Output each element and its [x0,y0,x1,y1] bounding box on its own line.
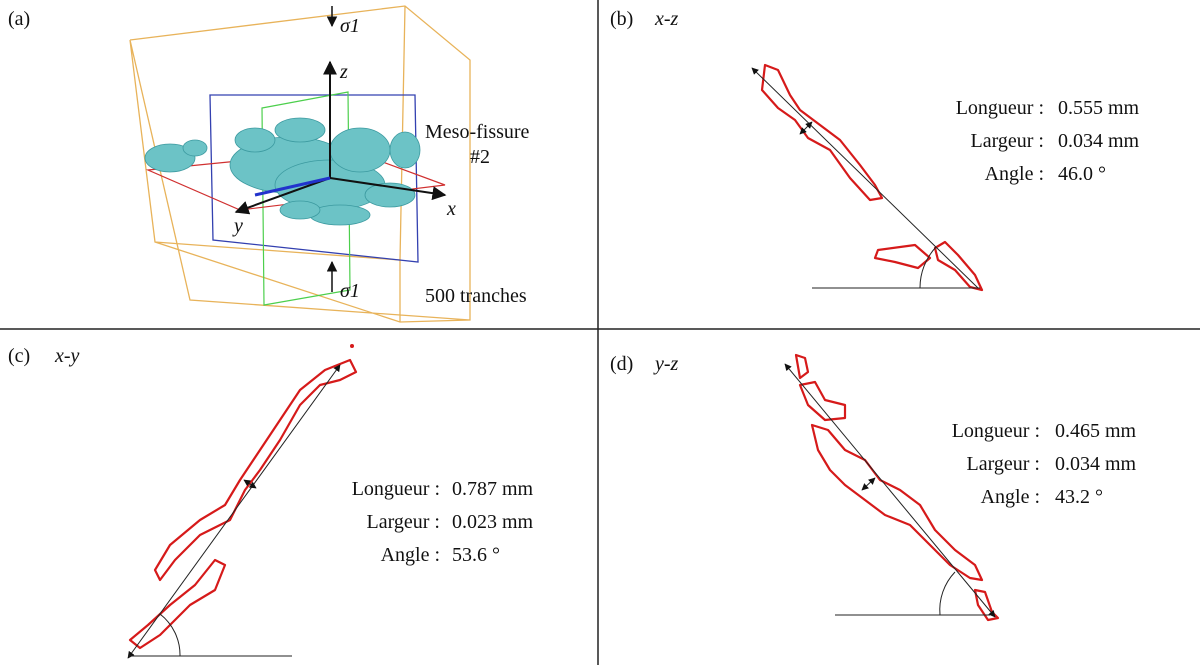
measure-value: 43.2 ° [1055,486,1103,508]
crack-fragment [350,344,354,348]
axis-label: y [232,215,243,237]
stress-label: σ1 [340,280,360,302]
length-line [784,363,996,618]
width-marker [861,477,876,491]
measure-value: 0.034 mm [1055,453,1137,475]
crack-outline [760,63,884,202]
axis-y [234,177,331,215]
plane [209,94,419,263]
plane-label: x-z [654,8,679,30]
measure-label: Angle : [981,486,1040,508]
crack-outline [153,358,358,582]
panel-label: (b) [610,8,633,30]
crack-outline [933,240,984,292]
panel-label: (a) [8,8,30,30]
measure-value: 0.465 mm [1055,420,1137,442]
length-line [751,67,979,289]
measure-label: Longueur : [952,420,1040,442]
angle-arc [939,571,956,616]
plane [261,91,351,306]
measure-label: Largeur : [971,130,1045,152]
measure-label: Angle : [985,163,1044,185]
length-line [127,364,341,659]
panel-a: (a) σ1 σ1 z x y Meso-fissure #2 500 tran… [8,5,530,323]
panel-b: (b) x-z Longueur : 0.555 mm Largeur : 0.… [610,8,1140,292]
measure-value: 46.0 ° [1058,163,1106,185]
width-marker [243,479,257,489]
measure-value: 0.787 mm [452,478,534,500]
crack-outline [873,243,932,270]
panel-d: (d) y-z Longueur : 0.465 mm Largeur : 0.… [610,353,1137,622]
plane-label: x-y [54,345,80,367]
crack-outline [798,380,847,422]
axis-label: z [339,61,348,83]
measure-label: Longueur : [352,478,440,500]
measure-label: Longueur : [956,97,1044,119]
annotation: Meso-fissure [425,121,530,143]
annotation: #2 [470,146,490,168]
panel-label: (c) [8,345,30,367]
width-marker [799,121,813,135]
measure-label: Largeur : [367,511,441,533]
measure-value: 53.6 ° [452,544,500,566]
measure-value: 0.555 mm [1058,97,1140,119]
measure-label: Angle : [381,544,440,566]
measure-value: 0.023 mm [452,511,534,533]
fissure-volume [144,117,421,226]
panel-label: (d) [610,353,633,375]
annotation: 500 tranches [425,285,527,307]
angle-arc [919,246,937,289]
plane-label: y-z [653,353,679,375]
panel-c: (c) x-y Longueur : 0.787 mm Largeur : 0.… [8,344,534,659]
angle-arc [159,613,181,657]
axis-highlight [254,176,331,197]
stress-label: σ1 [340,15,360,37]
measure-value: 0.034 mm [1058,130,1140,152]
crack-outline [794,353,810,380]
axis-label: x [446,198,456,220]
measure-label: Largeur : [967,453,1041,475]
axis-x [329,177,447,201]
crack-outline [810,423,984,582]
